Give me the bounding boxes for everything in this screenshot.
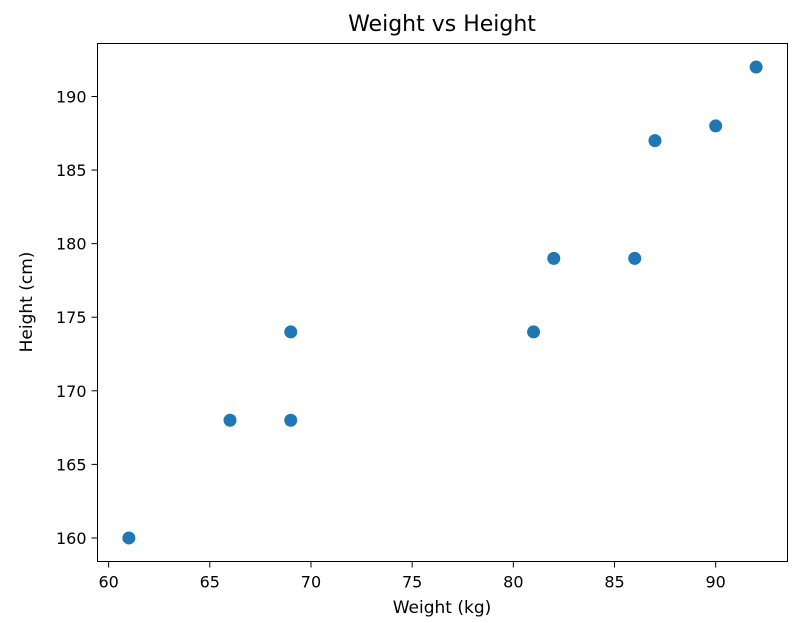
x-axis-label: Weight (kg) bbox=[393, 598, 492, 618]
x-tick-label: 80 bbox=[503, 573, 523, 592]
data-point bbox=[547, 251, 561, 265]
chart-title: Weight vs Height bbox=[348, 12, 536, 37]
y-tick-label: 180 bbox=[56, 235, 87, 254]
x-axis-ticks: 60 65 70 75 80 85 90 bbox=[98, 561, 726, 592]
x-tick-label: 60 bbox=[98, 573, 118, 592]
y-axis-label: Height (cm) bbox=[17, 252, 37, 353]
y-tick-label: 190 bbox=[56, 87, 87, 106]
x-tick-label: 75 bbox=[402, 573, 422, 592]
data-point bbox=[628, 251, 642, 265]
data-point bbox=[648, 134, 662, 148]
data-point bbox=[709, 119, 723, 133]
data-point bbox=[223, 413, 237, 427]
y-axis-ticks: 160 165 170 175 180 185 190 bbox=[56, 87, 98, 548]
data-point bbox=[122, 531, 136, 545]
y-tick-label: 175 bbox=[56, 308, 87, 327]
x-tick-label: 65 bbox=[200, 573, 220, 592]
x-tick-label: 85 bbox=[604, 573, 624, 592]
y-tick-label: 165 bbox=[56, 455, 87, 474]
x-tick-label: 70 bbox=[301, 573, 321, 592]
y-tick-label: 185 bbox=[56, 161, 87, 180]
data-point bbox=[284, 325, 298, 339]
plot-frame bbox=[97, 43, 788, 562]
data-point bbox=[284, 413, 298, 427]
y-tick-label: 160 bbox=[56, 529, 87, 548]
data-point bbox=[749, 60, 763, 74]
data-points bbox=[122, 60, 763, 545]
x-tick-label: 90 bbox=[705, 573, 725, 592]
data-point bbox=[527, 325, 541, 339]
plot-area bbox=[97, 43, 788, 562]
y-tick-label: 170 bbox=[56, 382, 87, 401]
